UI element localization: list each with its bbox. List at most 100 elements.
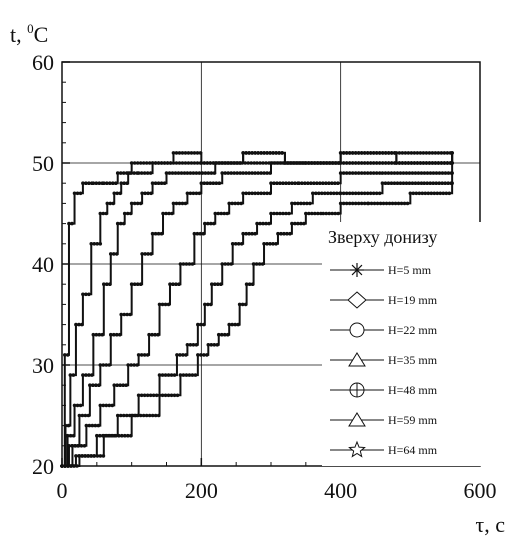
data-point <box>323 191 327 196</box>
data-point <box>68 433 73 438</box>
data-point <box>74 454 78 458</box>
data-point <box>129 201 134 206</box>
y-tick-label: 60 <box>32 50 54 75</box>
data-point <box>443 171 448 175</box>
data-point <box>278 211 282 216</box>
data-point <box>377 151 382 155</box>
data-point <box>100 332 105 337</box>
data-point <box>303 181 307 185</box>
data-point <box>114 181 118 185</box>
data-point <box>139 353 144 357</box>
data-point <box>314 191 318 196</box>
data-point <box>153 413 158 418</box>
data-point <box>362 151 367 155</box>
data-point <box>219 211 224 216</box>
data-point <box>290 221 294 226</box>
data-point <box>383 161 388 165</box>
data-point <box>181 373 186 377</box>
data-point <box>413 181 418 185</box>
data-point <box>191 191 196 196</box>
data-point <box>209 343 214 347</box>
data-point <box>77 322 81 327</box>
data-point <box>124 383 129 388</box>
data-point <box>422 171 427 175</box>
data-point <box>119 181 124 185</box>
data-point <box>260 262 265 266</box>
data-point <box>326 191 330 196</box>
data-point <box>239 242 244 246</box>
data-point <box>416 181 421 185</box>
data-point <box>297 181 301 185</box>
data-point <box>359 201 364 206</box>
data-point <box>98 454 103 458</box>
data-point <box>380 151 385 155</box>
data-point <box>341 171 346 175</box>
data-point <box>129 413 134 418</box>
data-point <box>403 151 408 155</box>
data-point <box>365 191 370 196</box>
data-point <box>299 161 303 165</box>
data-point <box>362 201 367 206</box>
data-point <box>193 373 198 377</box>
data-point <box>427 151 432 155</box>
data-point <box>244 151 248 155</box>
data-point <box>110 403 115 408</box>
legend-entry: H=19 mm <box>330 291 438 309</box>
legend-entry: H=64 mm <box>330 440 438 458</box>
data-point <box>374 151 379 155</box>
data-point <box>188 191 193 196</box>
data-point <box>241 171 245 175</box>
data-point <box>218 282 223 287</box>
data-point <box>330 181 334 185</box>
data-point <box>65 353 70 357</box>
data-point <box>350 151 355 155</box>
data-point <box>386 161 391 165</box>
data-point <box>92 242 97 246</box>
data-point <box>212 282 217 287</box>
data-point <box>315 181 319 185</box>
data-point <box>284 161 288 165</box>
data-point <box>236 201 240 206</box>
data-point <box>209 302 213 307</box>
data-point <box>347 151 352 155</box>
data-point <box>170 171 175 175</box>
data-point <box>253 191 257 196</box>
data-point <box>259 171 263 175</box>
data-point <box>170 211 174 216</box>
data-point <box>84 423 89 428</box>
data-point <box>144 161 149 165</box>
data-point <box>365 151 370 155</box>
data-point <box>316 161 320 165</box>
data-point <box>213 211 218 216</box>
data-point <box>114 252 119 256</box>
data-point <box>290 181 294 185</box>
data-point <box>233 242 238 246</box>
star-marker <box>348 440 366 458</box>
data-point <box>368 191 373 196</box>
data-point <box>81 181 85 185</box>
data-point <box>330 211 335 216</box>
data-point <box>309 181 313 185</box>
data-point <box>247 282 252 287</box>
data-point <box>167 211 171 216</box>
legend-label: H=35 mm <box>388 353 438 367</box>
data-point <box>350 191 355 196</box>
data-point <box>400 161 405 165</box>
data-point <box>120 433 124 438</box>
data-point <box>400 151 405 155</box>
data-point <box>374 191 379 196</box>
data-point <box>129 171 133 175</box>
data-point <box>240 302 245 307</box>
data-point <box>122 181 127 185</box>
data-point <box>159 181 164 185</box>
data-point <box>332 191 336 196</box>
data-point <box>380 181 385 185</box>
data-point <box>132 413 137 418</box>
data-point <box>404 181 409 185</box>
data-point <box>359 151 364 155</box>
y-tick-label: 30 <box>32 353 54 378</box>
data-point <box>262 171 266 175</box>
data-point <box>194 171 199 175</box>
data-point <box>243 302 248 307</box>
data-point <box>184 373 189 377</box>
